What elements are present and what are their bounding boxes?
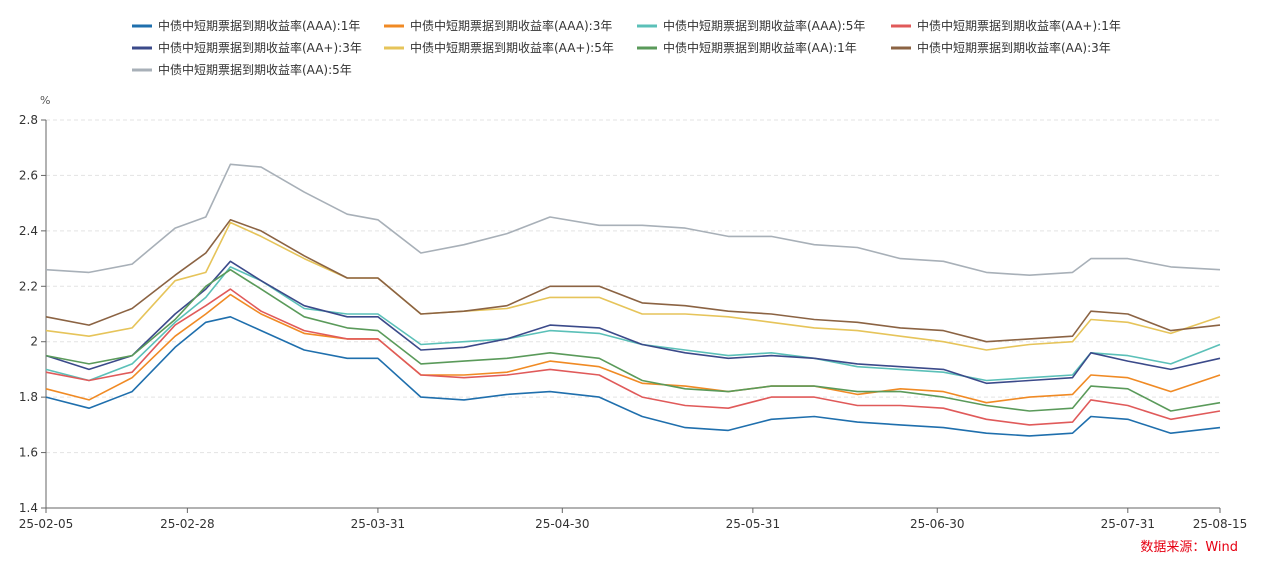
y-tick-label: 2.8 — [19, 113, 38, 127]
legend-item-5: 中债中短期票据到期收益率(AA+):3年 — [132, 40, 362, 55]
legend-label: 中债中短期票据到期收益率(AAA):3年 — [410, 18, 612, 33]
legend-label: 中债中短期票据到期收益率(AA):1年 — [663, 40, 857, 55]
y-tick-label: 2.6 — [19, 168, 38, 182]
legend-item-6: 中债中短期票据到期收益率(AA+):5年 — [384, 40, 614, 55]
legend-item-7: 中债中短期票据到期收益率(AA):1年 — [637, 40, 857, 55]
legend-label: 中债中短期票据到期收益率(AA):3年 — [917, 40, 1111, 55]
y-tick-label: 1.4 — [19, 501, 38, 515]
x-tick-label: 25-02-05 — [19, 517, 73, 531]
chart-legend: 中债中短期票据到期收益率(AAA):1年 中债中短期票据到期收益率(AAA):3年… — [132, 18, 1121, 77]
legend-label: 中债中短期票据到期收益率(AA+):3年 — [158, 40, 362, 55]
y-tick-label: 2.2 — [19, 279, 38, 293]
series-lines — [45, 163, 1221, 437]
y-tick-label: 2 — [30, 335, 38, 349]
legend-label: 中债中短期票据到期收益率(AA+):1年 — [917, 18, 1121, 33]
series-line-5 — [45, 260, 1221, 385]
series-line-8 — [45, 219, 1221, 343]
legend-item-9: 中债中短期票据到期收益率(AA):5年 — [132, 62, 352, 77]
legend-label: 中债中短期票据到期收益率(AA):5年 — [158, 62, 352, 77]
x-tick-label: 25-06-30 — [910, 517, 964, 531]
y-tick-label: 2.4 — [19, 224, 38, 238]
series-line-4 — [45, 288, 1221, 426]
y-tick-label: 1.6 — [19, 446, 38, 460]
legend-item-3: 中债中短期票据到期收益率(AAA):5年 — [637, 18, 865, 33]
series-line-3 — [45, 266, 1221, 382]
chart-grid — [46, 119, 1220, 454]
x-tick-label: 25-02-28 — [160, 517, 214, 531]
data-source-label: 数据来源：Wind — [1140, 540, 1238, 555]
x-tick-label: 25-04-30 — [535, 517, 589, 531]
series-line-6 — [45, 221, 1221, 351]
y-tick-label: 1.8 — [19, 390, 38, 404]
y-axis: 1.4 1.6 1.8 2 2.2 2.4 2.6 2.8 — [19, 113, 47, 515]
legend-item-1: 中债中短期票据到期收益率(AAA):1年 — [132, 18, 360, 33]
legend-label: 中债中短期票据到期收益率(AAA):1年 — [158, 18, 360, 33]
series-line-7 — [45, 268, 1221, 412]
x-tick-label: 25-07-31 — [1101, 517, 1155, 531]
series-line-9 — [45, 163, 1221, 277]
legend-label: 中债中短期票据到期收益率(AA+):5年 — [410, 40, 614, 55]
x-axis: 25-02-05 25-02-28 25-03-31 25-04-30 25-05-31… — [19, 507, 1247, 531]
y-axis-unit-label: % — [40, 94, 50, 107]
series-line-1 — [45, 315, 1221, 437]
legend-item-4: 中债中短期票据到期收益率(AA+):1年 — [891, 18, 1121, 33]
legend-item-2: 中债中短期票据到期收益率(AAA):3年 — [384, 18, 612, 33]
series-line-2 — [45, 293, 1221, 404]
legend-label: 中债中短期票据到期收益率(AAA):5年 — [663, 18, 865, 33]
legend-item-8: 中债中短期票据到期收益率(AA):3年 — [891, 40, 1111, 55]
x-tick-label: 25-05-31 — [726, 517, 780, 531]
x-tick-label: 25-08-15 — [1193, 517, 1247, 531]
x-tick-label: 25-03-31 — [351, 517, 405, 531]
